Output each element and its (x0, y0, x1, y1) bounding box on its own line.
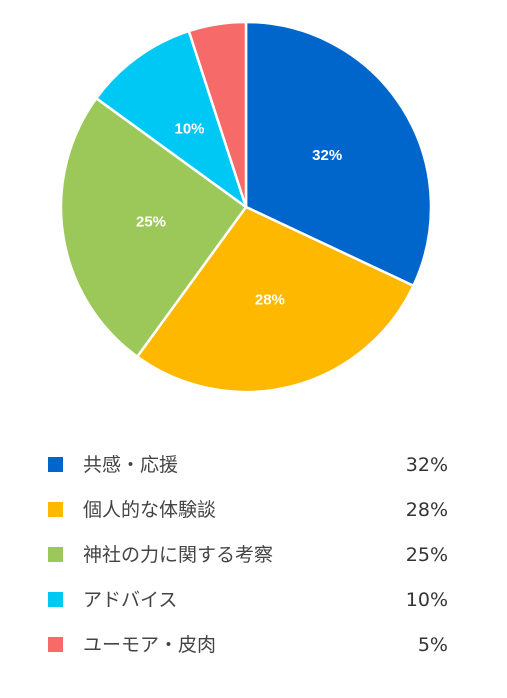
legend-value: 25% (405, 544, 448, 566)
legend-item: 共感・応援 32% (0, 450, 507, 480)
legend-swatch (48, 637, 63, 652)
legend-value: 28% (405, 499, 448, 521)
legend-swatch (48, 457, 63, 472)
pie-slice-label-1: 32% (312, 147, 342, 164)
legend-label: 個人的な体験談 (83, 499, 217, 521)
legend-value: 32% (405, 454, 448, 476)
legend-item: アドバイス 10% (0, 585, 507, 615)
legend-item: 神社の力に関する考察 25% (0, 540, 507, 570)
legend-item: 個人的な体験談 28% (0, 495, 507, 525)
legend-label: 神社の力に関する考察 (83, 544, 274, 566)
legend-swatch (48, 592, 63, 607)
pie-slice-label-4: 10% (174, 121, 204, 138)
pie-slice-3 (59, 97, 248, 358)
legend-label: 共感・応援 (83, 454, 179, 476)
pie-slice-label-2: 28% (255, 292, 285, 309)
legend-label: アドバイス (83, 589, 178, 611)
pie-slice-2 (136, 205, 415, 394)
pie-slice-5 (187, 20, 248, 209)
pie-slice-1 (244, 20, 433, 288)
legend-value: 10% (405, 589, 448, 611)
pie-slice-label-3: 25% (136, 214, 166, 231)
pie-slice-4 (95, 29, 248, 209)
legend-swatch (48, 502, 63, 517)
legend-swatch (48, 547, 63, 562)
legend-item: ユーモア・皮肉 5% (0, 630, 507, 660)
legend-value: 5% (417, 634, 448, 656)
pie-chart: 32% 28% 25% 10% (59, 20, 433, 394)
legend-label: ユーモア・皮肉 (83, 634, 217, 656)
